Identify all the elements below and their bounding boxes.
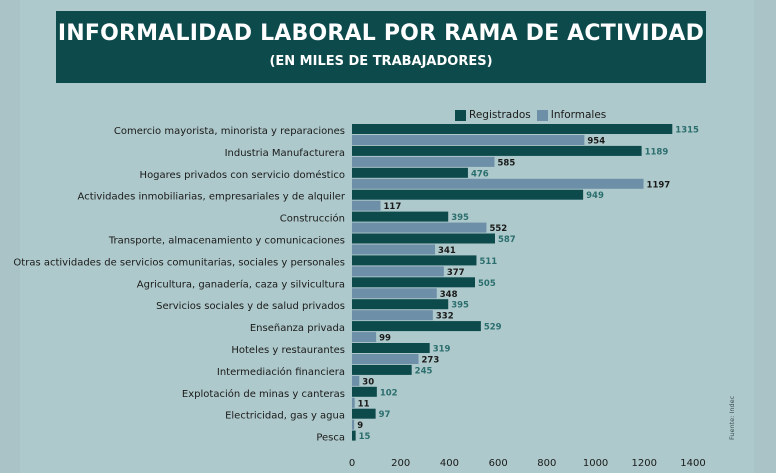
chart-title: INFORMALIDAD LABORAL POR RAMA DE ACTIVID…	[57, 21, 705, 46]
category-label-cat-7: Otras actividades de servicios comunitar…	[13, 257, 345, 268]
bar-registrados-cat-6	[352, 233, 495, 244]
category-label-cat-4: Actividades inmobiliarias, empresariales…	[78, 192, 346, 203]
bar-registrados-cat-3	[352, 167, 468, 178]
category-label-cat-14: Electricidad, gas y agua	[225, 411, 345, 422]
bar-informales-cat-1	[352, 135, 585, 145]
bar-informales-cat-13	[352, 397, 355, 408]
legend-swatch-informales	[536, 109, 548, 121]
bar-informales-cat-5	[352, 222, 487, 233]
value-label-registrados-cat-13: 102	[380, 388, 398, 398]
x-tick-label-1000: 1000	[583, 458, 608, 469]
value-label-informales-cat-2: 585	[497, 158, 515, 168]
bar-informales-cat-4	[352, 200, 381, 211]
legend-item-registrados: Registrados	[455, 109, 531, 121]
category-label-cat-11: Hoteles y restaurantes	[231, 345, 345, 356]
category-label-cat-12: Intermediación financiera	[217, 366, 345, 378]
category-label-cat-2: Industria Manufacturera	[225, 148, 345, 159]
bar-registrados-cat-2	[352, 145, 642, 156]
value-label-registrados-cat-3: 476	[471, 169, 489, 179]
value-label-registrados-cat-9: 395	[451, 301, 469, 311]
value-label-registrados-cat-2: 1189	[645, 147, 669, 157]
bar-informales-cat-7	[352, 266, 444, 277]
value-label-registrados-cat-1: 1315	[675, 126, 699, 136]
x-tick-label-0: 0	[349, 458, 355, 469]
value-label-informales-cat-11: 273	[421, 356, 439, 366]
value-label-registrados-cat-8: 505	[478, 279, 496, 289]
source-note: Fuente: Indec	[728, 395, 736, 440]
value-label-informales-cat-5: 552	[489, 224, 507, 234]
bar-informales-cat-8	[352, 288, 437, 299]
value-label-registrados-cat-12: 245	[415, 366, 433, 376]
value-label-informales-cat-7: 377	[447, 268, 465, 278]
bar-registrados-cat-4	[352, 189, 584, 200]
value-label-registrados-cat-5: 395	[451, 213, 469, 223]
bar-informales-cat-14	[352, 419, 355, 430]
legend-label-registrados: Registrados	[469, 109, 531, 121]
category-label-cat-10: Enseñanza privada	[250, 323, 345, 334]
bar-informales-cat-9	[352, 310, 433, 321]
value-label-registrados-cat-6: 587	[498, 235, 516, 245]
category-label-cat-1: Comercio mayorista, minorista y reparaci…	[114, 126, 345, 137]
value-label-registrados-cat-14: 97	[379, 410, 391, 420]
value-label-informales-cat-12: 30	[362, 377, 374, 387]
bar-registrados-cat-9	[352, 299, 449, 310]
bar-registrados-cat-7	[352, 255, 477, 266]
bar-registrados-cat-15	[352, 430, 356, 441]
bar-informales-cat-11	[352, 354, 419, 364]
chart-subtitle: (EN MILES DE TRABAJADORES)	[269, 54, 493, 69]
value-label-informales-cat-14: 9	[357, 421, 363, 431]
x-tick-label-200: 200	[391, 458, 410, 469]
x-tick-label-1400: 1400	[680, 458, 705, 469]
value-label-informales-cat-10: 99	[379, 334, 391, 344]
bar-registrados-cat-11	[352, 343, 430, 353]
bar-registrados-cat-10	[352, 321, 481, 332]
bar-registrados-cat-8	[352, 277, 476, 288]
bar-informales-cat-2	[352, 156, 495, 167]
bar-registrados-cat-12	[352, 364, 412, 375]
value-label-informales-cat-13: 11	[358, 399, 370, 409]
category-label-cat-5: Construcción	[280, 213, 345, 225]
category-label-cat-15: Pesca	[316, 433, 345, 444]
value-label-registrados-cat-11: 319	[433, 345, 451, 355]
x-tick-label-1200: 1200	[632, 458, 657, 469]
category-label-cat-13: Explotación de minas y canteras	[182, 388, 345, 400]
legend-swatch-registrados	[455, 109, 466, 121]
bar-informales-cat-6	[352, 244, 436, 255]
legend-item-informales: Informales	[536, 109, 607, 121]
category-label-cat-8: Agricultura, ganadería, caza y silvicult…	[137, 278, 345, 290]
x-tick-label-800: 800	[537, 458, 556, 469]
category-label-cat-9: Servicios sociales y de salud privados	[156, 301, 345, 312]
bar-registrados-cat-5	[352, 211, 449, 222]
value-label-informales-cat-8: 348	[440, 290, 458, 300]
value-label-informales-cat-6: 341	[438, 246, 456, 256]
x-tick-label-400: 400	[440, 458, 459, 469]
value-label-registrados-cat-10: 529	[484, 323, 502, 333]
value-label-informales-cat-9: 332	[436, 312, 454, 322]
bar-informales-cat-10	[352, 332, 377, 343]
bar-registrados-cat-14	[352, 408, 376, 419]
value-label-registrados-cat-15: 15	[359, 432, 371, 442]
value-label-informales-cat-4: 117	[383, 202, 401, 212]
bar-informales-cat-3	[352, 178, 644, 189]
legend-label-informales: Informales	[550, 109, 607, 121]
bar-informales-cat-12	[352, 375, 360, 386]
legend: Registrados Informales	[455, 108, 612, 122]
category-label-cat-3: Hogares privados con servicio doméstico	[140, 169, 345, 181]
value-label-registrados-cat-4: 949	[586, 191, 604, 201]
title-banner: INFORMALIDAD LABORAL POR RAMA DE ACTIVID…	[56, 11, 706, 83]
value-label-registrados-cat-7: 511	[479, 257, 497, 267]
x-tick-label-600: 600	[489, 458, 508, 469]
value-label-informales-cat-1: 954	[587, 137, 605, 147]
value-label-informales-cat-3: 1197	[647, 180, 671, 190]
bar-registrados-cat-1	[352, 124, 673, 134]
bar-registrados-cat-13	[352, 386, 377, 397]
category-label-cat-6: Transporte, almacenamiento y comunicacio…	[108, 236, 345, 247]
